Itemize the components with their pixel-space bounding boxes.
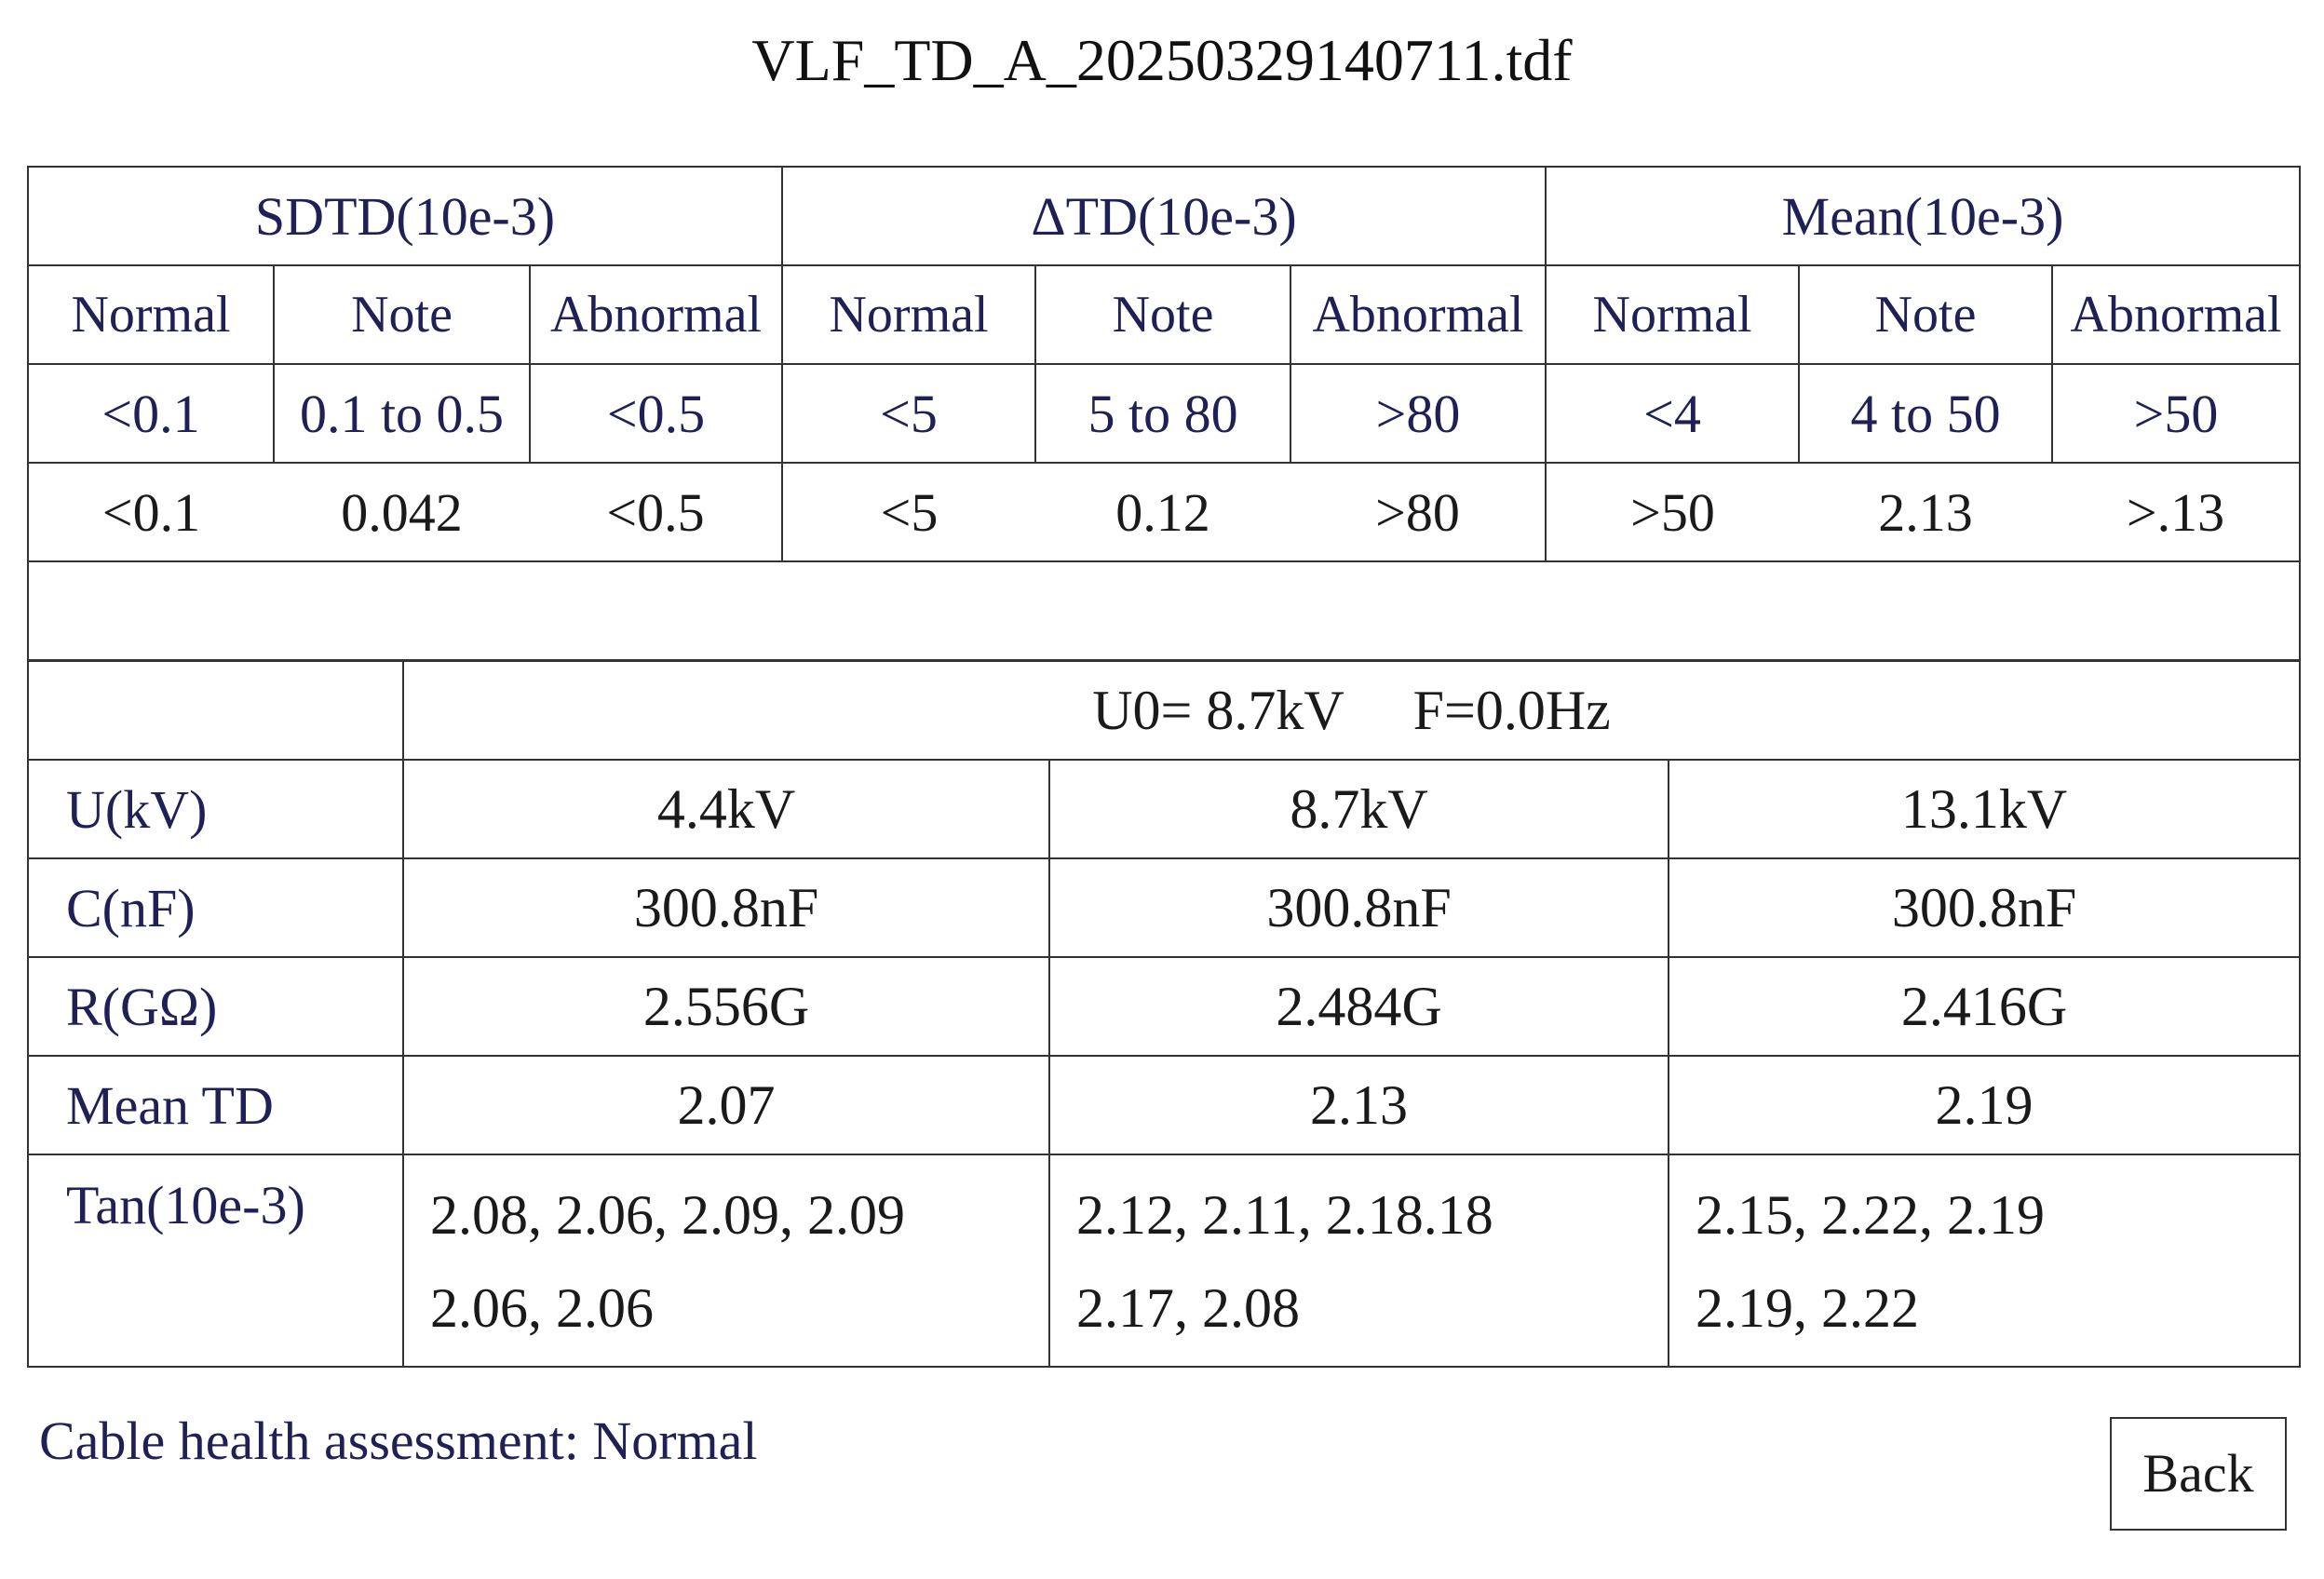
threshold-cell: <4	[1545, 363, 1801, 464]
result-cell: <5	[782, 462, 1036, 562]
delta-td-normal-header: Normal	[781, 264, 1037, 365]
table-cell: 300.8nF	[1667, 857, 2302, 958]
tan-values-line: 2.12, 2.11, 2.18.18	[1076, 1184, 1493, 1246]
measurement-header-row: U0= 8.7kV F=0.0Hz	[27, 660, 2302, 761]
mean-normal-header: Normal	[1545, 264, 1801, 365]
delta-td-abnormal-header: Abnormal	[1290, 264, 1547, 365]
row-label: U(kV)	[27, 759, 404, 859]
table-cell: 300.8nF	[1048, 857, 1669, 958]
table-cell: 2.19	[1667, 1055, 2302, 1155]
threshold-cell: <0.5	[528, 363, 784, 464]
criteria-table: SDTD(10e-3) ΔTD(10e-3) Mean(10e-3) Norma…	[26, 166, 2302, 661]
result-cell: >.13	[2052, 462, 2302, 562]
table-cell: 2.556G	[402, 956, 1050, 1057]
row-label: C(nF)	[27, 857, 404, 958]
table-cell: 300.8nF	[402, 857, 1050, 958]
sdtd-note-header: Note	[273, 264, 531, 365]
result-cell: 0.042	[274, 462, 530, 562]
health-assessment-text: Cable health assessment: Normal	[39, 1410, 758, 1471]
table-cell: 2.13	[1048, 1055, 1669, 1155]
sdtd-group-header: SDTD(10e-3)	[26, 166, 784, 266]
threshold-cell: <0.1	[27, 363, 275, 464]
table-row: U(kV) 4.4kV 8.7kV 13.1kV	[27, 759, 2302, 859]
tan-values-cell: 2.08, 2.06, 2.09, 2.09 2.06, 2.06	[402, 1154, 1050, 1368]
result-cell: <0.1	[27, 462, 274, 562]
table-cell: 2.07	[402, 1055, 1050, 1155]
tan-values-line: 2.15, 2.22, 2.19	[1696, 1184, 2045, 1246]
sdtd-abnormal-header: Abnormal	[528, 264, 784, 365]
tan-values-line: 2.08, 2.06, 2.09, 2.09	[430, 1184, 905, 1246]
mean-abnormal-header: Abnormal	[2051, 264, 2302, 365]
back-button[interactable]: Back	[2110, 1417, 2287, 1531]
row-label: R(GΩ)	[27, 956, 404, 1057]
criteria-threshold-row: <0.1 0.1 to 0.5 <0.5 <5 5 to 80 >80 <4 4…	[27, 363, 2302, 464]
delta-td-note-header: Note	[1034, 264, 1292, 365]
tan-values-line: 2.19, 2.22	[1696, 1277, 1919, 1339]
result-cell: >80	[1290, 462, 1547, 562]
sdtd-normal-header: Normal	[27, 264, 275, 365]
mean-note-header: Note	[1798, 264, 2054, 365]
criteria-group-header-row: SDTD(10e-3) ΔTD(10e-3) Mean(10e-3)	[26, 166, 2302, 266]
threshold-cell: 5 to 80	[1034, 363, 1292, 464]
row-label: Tan(10e-3)	[27, 1154, 404, 1368]
result-cell: 0.12	[1035, 462, 1291, 562]
result-cell: >50	[1546, 462, 1800, 562]
delta-td-group-header: ΔTD(10e-3)	[781, 166, 1547, 266]
table-cell: 13.1kV	[1667, 759, 2302, 859]
tan-row: Tan(10e-3) 2.08, 2.06, 2.09, 2.09 2.06, …	[27, 1154, 2302, 1368]
window-title: VLF_TD_A_20250329140711.tdf	[751, 27, 1573, 93]
result-cell: 2.13	[1799, 462, 2053, 562]
spacer-cell	[26, 560, 2302, 661]
tan-values-line: 2.17, 2.08	[1076, 1277, 1300, 1339]
threshold-cell: >80	[1290, 363, 1547, 464]
tan-values-cell: 2.12, 2.11, 2.18.18 2.17, 2.08	[1048, 1154, 1669, 1368]
spacer-row	[26, 560, 2302, 661]
table-cell: 2.484G	[1048, 956, 1669, 1057]
threshold-cell: >50	[2051, 363, 2302, 464]
table-cell: 2.416G	[1667, 956, 2302, 1057]
criteria-subheader-row: Normal Note Abnormal Normal Note Abnorma…	[27, 264, 2302, 365]
mean-group-header: Mean(10e-3)	[1545, 166, 2302, 266]
criteria-result-row: <0.1 0.042 <0.5 <5 0.12 >80 >50 2.13 >.1…	[27, 462, 2302, 562]
threshold-cell: 4 to 50	[1798, 363, 2054, 464]
table-cell: 8.7kV	[1048, 759, 1669, 859]
table-row: R(GΩ) 2.556G 2.484G 2.416G	[27, 956, 2302, 1057]
measurement-corner-cell	[27, 660, 404, 761]
measurement-table: U0= 8.7kV F=0.0Hz U(kV) 4.4kV 8.7kV 13.1…	[27, 660, 2302, 1368]
table-row: Mean TD 2.07 2.13 2.19	[27, 1055, 2302, 1155]
tan-values-cell: 2.15, 2.22, 2.19 2.19, 2.22	[1667, 1154, 2302, 1368]
tan-values-line: 2.06, 2.06	[430, 1277, 654, 1339]
table-row: C(nF) 300.8nF 300.8nF 300.8nF	[27, 857, 2302, 958]
row-label: Mean TD	[27, 1055, 404, 1155]
test-conditions: U0= 8.7kV F=0.0Hz	[401, 660, 2302, 761]
result-cell: <0.5	[530, 462, 784, 562]
threshold-cell: 0.1 to 0.5	[273, 363, 531, 464]
table-cell: 4.4kV	[402, 759, 1050, 859]
threshold-cell: <5	[781, 363, 1037, 464]
